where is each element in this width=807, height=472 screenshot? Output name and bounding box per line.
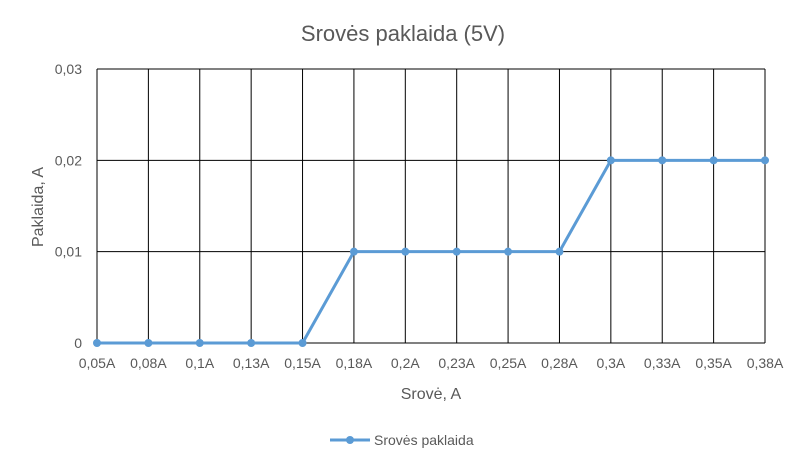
chart-title: Srovės paklaida (5V) [301, 21, 505, 46]
data-point [298, 339, 307, 347]
x-tick-label: 0,2A [391, 355, 420, 371]
x-tick-label: 0,05A [79, 355, 116, 371]
x-axis-title: Srovė, A [401, 386, 462, 403]
x-tick-label: 0,15A [284, 355, 321, 371]
data-point [555, 247, 564, 256]
x-tick-label: 0,33A [644, 355, 681, 371]
x-tick-label: 0,3A [596, 355, 625, 371]
x-tick-label: 0,25A [490, 355, 527, 371]
x-tick-label: 0,35A [695, 355, 732, 371]
x-tick-label: 0,13A [233, 355, 270, 371]
x-axis-ticks: 0,05A 0,08A 0,1A 0,13A 0,15A 0,18A 0,2A 0,23A 0,… [79, 355, 784, 371]
y-tick-label: 0 [74, 335, 82, 351]
x-tick-label: 0,28A [541, 355, 578, 371]
data-point [349, 247, 358, 256]
x-tick-label: 0,38A [747, 355, 784, 371]
data-point [144, 339, 153, 347]
series-line [97, 158, 765, 345]
legend: Srovės paklaida [330, 432, 474, 448]
y-tick-label: 0,02 [55, 152, 82, 168]
x-tick-label: 0,1A [185, 355, 214, 371]
data-point [709, 156, 718, 165]
y-tick-label: 0,01 [55, 244, 82, 260]
data-point [401, 247, 410, 256]
legend-label: Srovės paklaida [374, 432, 474, 448]
data-point [195, 339, 204, 347]
data-point [504, 247, 513, 256]
y-tick-label: 0,03 [55, 61, 82, 77]
series-layer [93, 156, 769, 347]
data-point [93, 339, 101, 347]
x-tick-label: 0,18A [336, 355, 373, 371]
data-point [452, 247, 461, 256]
data-point [761, 156, 769, 165]
data-point [606, 156, 615, 165]
y-axis-title: Paklaida, A [30, 167, 47, 247]
data-point [247, 339, 256, 347]
x-tick-label: 0,23A [438, 355, 475, 371]
data-point [658, 156, 667, 165]
y-axis-ticks: 0 0,01 0,02 0,03 [55, 61, 82, 351]
x-tick-label: 0,08A [130, 355, 167, 371]
legend-point-marker [346, 436, 354, 444]
